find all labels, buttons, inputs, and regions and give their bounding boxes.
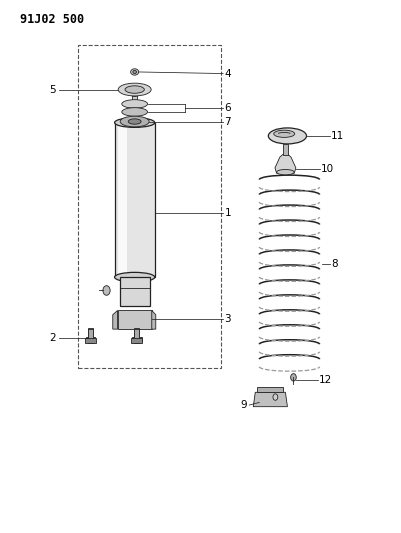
Bar xyxy=(257,386,283,392)
Ellipse shape xyxy=(114,118,154,127)
Ellipse shape xyxy=(132,70,136,74)
Text: 11: 11 xyxy=(330,131,343,141)
Polygon shape xyxy=(253,392,287,407)
Ellipse shape xyxy=(120,116,149,127)
Ellipse shape xyxy=(125,86,144,93)
Text: 3: 3 xyxy=(224,314,230,324)
Ellipse shape xyxy=(114,272,154,282)
Polygon shape xyxy=(112,310,117,329)
Ellipse shape xyxy=(276,169,294,175)
Bar xyxy=(134,328,139,343)
Circle shape xyxy=(103,286,110,295)
Text: 6: 6 xyxy=(224,103,230,113)
Bar xyxy=(134,328,139,341)
Ellipse shape xyxy=(130,69,138,75)
Text: 7: 7 xyxy=(224,117,230,126)
Text: 12: 12 xyxy=(318,375,331,385)
Bar xyxy=(117,310,152,329)
Bar xyxy=(132,337,141,341)
Ellipse shape xyxy=(128,119,141,124)
Bar xyxy=(131,338,142,343)
Text: 91J02 500: 91J02 500 xyxy=(20,13,84,26)
Circle shape xyxy=(290,374,296,381)
Ellipse shape xyxy=(267,128,306,144)
Bar xyxy=(88,328,93,341)
Bar xyxy=(132,93,137,123)
Bar xyxy=(119,277,150,306)
Bar xyxy=(85,337,95,341)
Text: 4: 4 xyxy=(224,69,230,78)
Text: 9: 9 xyxy=(240,400,247,410)
Circle shape xyxy=(272,394,277,400)
Polygon shape xyxy=(152,310,156,329)
Bar xyxy=(85,338,95,343)
Ellipse shape xyxy=(118,83,151,96)
Text: 8: 8 xyxy=(330,259,336,269)
Ellipse shape xyxy=(122,108,147,116)
Bar xyxy=(114,123,154,277)
Bar xyxy=(282,144,287,155)
Bar xyxy=(78,45,221,368)
Text: 10: 10 xyxy=(320,165,333,174)
Text: 5: 5 xyxy=(50,85,56,94)
Ellipse shape xyxy=(130,90,139,96)
Ellipse shape xyxy=(122,100,147,108)
Ellipse shape xyxy=(273,130,294,138)
Text: 2: 2 xyxy=(50,334,56,343)
Bar xyxy=(117,125,126,274)
Polygon shape xyxy=(274,155,295,173)
Text: 1: 1 xyxy=(224,208,230,218)
Bar xyxy=(88,328,93,343)
